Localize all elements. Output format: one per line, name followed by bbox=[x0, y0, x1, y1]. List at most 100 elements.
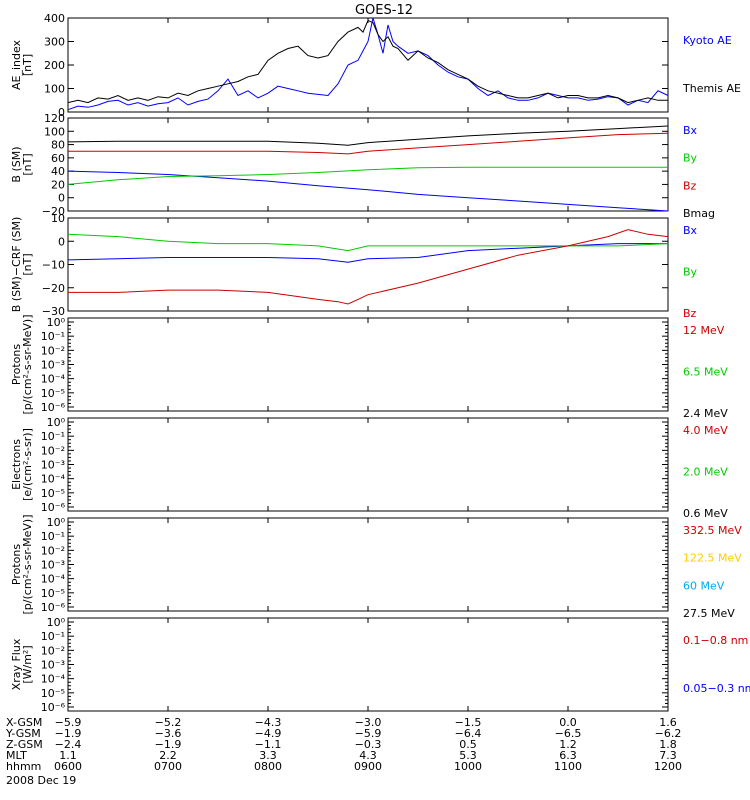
y-tick-label: 10⁻² bbox=[41, 544, 65, 557]
footer-value: −2.4 bbox=[55, 738, 82, 751]
footer-row-label: X-GSM bbox=[6, 716, 42, 729]
footer-value: 1200 bbox=[654, 760, 682, 773]
legend-2-4-MeV: 2.4 MeV bbox=[683, 407, 728, 420]
footer-value: 5.3 bbox=[459, 749, 477, 762]
y-tick-label: 10⁻³ bbox=[41, 559, 65, 572]
y-axis-label: Protons bbox=[10, 544, 23, 585]
footer-value: 0800 bbox=[254, 760, 282, 773]
plot-title: GOES-12 bbox=[355, 3, 413, 18]
y-axis-label: Electrons bbox=[10, 439, 23, 490]
legend-6-5-MeV: 6.5 MeV bbox=[683, 366, 728, 379]
footer-value: −3.6 bbox=[155, 727, 182, 740]
legend-Bx: Bx bbox=[683, 124, 698, 137]
footer-value: 7.3 bbox=[659, 749, 677, 762]
legend-27-5-MeV: 27.5 MeV bbox=[683, 607, 735, 620]
y-tick-label: −30 bbox=[42, 305, 65, 318]
footer-value: 0.0 bbox=[559, 716, 577, 729]
legend-0-1-0-8-nm: 0.1−0.8 nm bbox=[683, 634, 748, 647]
footer-ephemeris: 2008 Dec 19 X-GSMY-GSMZ-GSMMLThhmm−5.9−1… bbox=[5, 716, 682, 787]
footer-date: 2008 Dec 19 bbox=[6, 774, 76, 787]
legend-Bmag: Bmag bbox=[683, 207, 715, 220]
footer-value: −4.9 bbox=[255, 727, 282, 740]
footer-value: −4.3 bbox=[255, 716, 282, 729]
footer-value: 0700 bbox=[154, 760, 182, 773]
legend-Bx: Bx bbox=[683, 224, 698, 237]
footer-value: −1.5 bbox=[455, 716, 482, 729]
legend-60-MeV: 60 MeV bbox=[683, 579, 725, 592]
y-tick-label: 0 bbox=[58, 235, 65, 248]
y-axis-label: [nT] bbox=[21, 54, 34, 76]
y-tick-label: −10 bbox=[42, 259, 65, 272]
y-axis-label: [nT] bbox=[21, 153, 34, 175]
y-tick-label: 100 bbox=[44, 83, 65, 96]
y-axis-label: B (SM) bbox=[10, 146, 23, 182]
y-tick-label: −20 bbox=[42, 282, 65, 295]
panel-frame bbox=[67, 417, 669, 512]
footer-value: 2.2 bbox=[159, 749, 177, 762]
series-line-Bz bbox=[68, 229, 669, 305]
y-axis-label: [e/(cm²-s-sr)] bbox=[21, 428, 34, 501]
y-tick-label: 10⁻⁶ bbox=[41, 601, 66, 614]
y-tick-label: 10⁻² bbox=[41, 444, 65, 457]
y-tick-label: 10⁻³ bbox=[41, 659, 65, 672]
y-tick-label: 400 bbox=[44, 12, 65, 25]
y-tick-label: 10⁻³ bbox=[41, 459, 65, 472]
footer-value: 1.2 bbox=[559, 738, 577, 751]
y-tick-label: 10⁻¹ bbox=[41, 630, 65, 643]
y-tick-label: 10⁻⁶ bbox=[41, 501, 66, 514]
legend-332-5-MeV: 332.5 MeV bbox=[683, 524, 742, 537]
legend-2-0-MeV: 2.0 MeV bbox=[683, 466, 728, 479]
legend-0-05-0-3-nm: 0.05−0.3 nm bbox=[683, 682, 750, 695]
footer-value: 1.8 bbox=[659, 738, 677, 751]
y-axis-label: [W/m²] bbox=[21, 645, 34, 683]
panel-3: −30 −20 −10 0 10 B (SM)−CRF (SM)[nT] Bx By Bz bbox=[10, 212, 698, 320]
footer-value: −5.9 bbox=[355, 727, 382, 740]
footer-value: −0.3 bbox=[355, 738, 382, 751]
footer-value: 1000 bbox=[454, 760, 482, 773]
legend-Themis-AE: Themis AE bbox=[682, 82, 741, 95]
series-line-By bbox=[67, 233, 669, 252]
footer-value: −6.5 bbox=[555, 727, 582, 740]
legend-Kyoto-AE: Kyoto AE bbox=[683, 34, 732, 47]
panel-frame bbox=[67, 217, 669, 312]
footer-row-label: Y-GSM bbox=[5, 727, 41, 740]
footer-value: −6.2 bbox=[655, 727, 682, 740]
y-axis-label: Xray Flux bbox=[10, 638, 23, 690]
y-tick-label: 300 bbox=[44, 36, 65, 49]
y-tick-label: 10⁻⁵ bbox=[41, 687, 65, 700]
footer-row-label: Z-GSM bbox=[6, 738, 43, 751]
panel-1: 0 100 200 300 400 AE_index[nT] Kyoto AE Themis … bbox=[10, 12, 741, 119]
footer-value: 6.3 bbox=[559, 749, 577, 762]
panel-frame bbox=[67, 317, 669, 412]
footer-value: −1.1 bbox=[255, 738, 282, 751]
y-tick-label: 10⁰ bbox=[47, 316, 66, 329]
footer-value: −3.0 bbox=[355, 716, 382, 729]
y-tick-label: 10⁻⁴ bbox=[41, 673, 66, 686]
footer-value: 3.3 bbox=[259, 749, 277, 762]
y-tick-label: 10⁻¹ bbox=[41, 430, 65, 443]
panel-frame bbox=[67, 517, 669, 612]
y-tick-label: 200 bbox=[44, 59, 65, 72]
footer-value: 1.1 bbox=[59, 749, 77, 762]
footer-value: 1100 bbox=[554, 760, 582, 773]
legend-4-0-MeV: 4.0 MeV bbox=[683, 424, 728, 437]
y-tick-label: 10⁻³ bbox=[41, 359, 65, 372]
y-tick-label: −20 bbox=[42, 205, 65, 218]
y-axis-label: Protons bbox=[10, 344, 23, 385]
y-tick-label: 10⁻⁴ bbox=[41, 473, 66, 486]
footer-value: 0900 bbox=[354, 760, 382, 773]
panel-frame bbox=[67, 617, 669, 712]
y-tick-label: 0 bbox=[58, 192, 65, 205]
y-tick-label: 10⁻¹ bbox=[41, 330, 65, 343]
legend-Bz: Bz bbox=[683, 179, 697, 192]
y-axis-label: [nT] bbox=[21, 253, 34, 275]
panel-frame bbox=[67, 117, 669, 212]
y-axis-label: [p/(cm²-s-sr-MeV)] bbox=[21, 515, 34, 615]
y-tick-label: 10⁻⁶ bbox=[41, 701, 66, 714]
y-tick-label: 120 bbox=[44, 112, 65, 125]
y-tick-label: 10⁻² bbox=[41, 644, 65, 657]
